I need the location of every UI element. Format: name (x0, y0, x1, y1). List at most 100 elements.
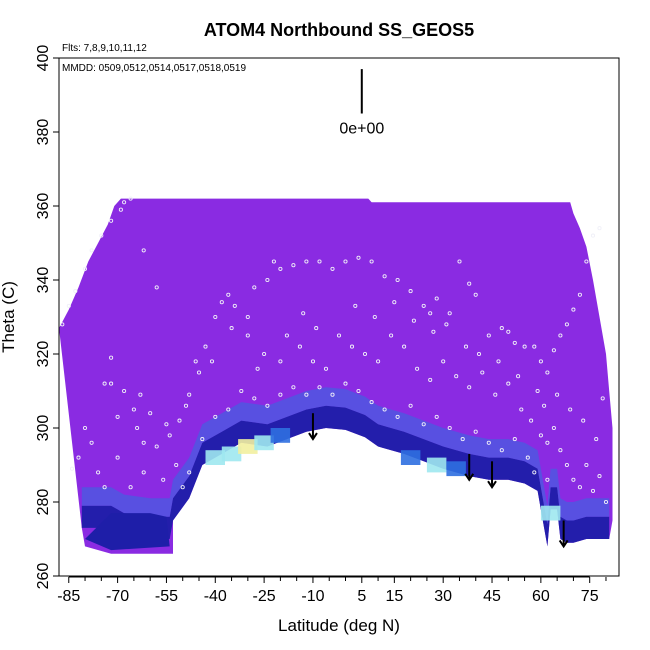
data-marker-113 (187, 470, 192, 475)
data-marker-101 (577, 485, 582, 490)
data-marker-158 (542, 403, 547, 408)
data-marker-100 (571, 477, 576, 482)
data-marker-111 (174, 462, 179, 468)
x-tick-label-8: 30 (434, 588, 452, 605)
data-marker-45 (408, 289, 413, 294)
data-marker-114 (200, 437, 205, 442)
y-tick-label-5: 360 (35, 193, 52, 220)
arrow-0 (308, 413, 318, 441)
arrow-head (464, 473, 475, 482)
data-marker-146 (314, 326, 319, 331)
data-marker-120 (278, 392, 283, 397)
data-marker-54 (499, 326, 504, 331)
data-marker-106 (109, 381, 114, 386)
x-axis-label: Latitude (deg N) (278, 616, 400, 635)
data-marker-169 (115, 455, 120, 460)
gradient-cell-4 (270, 428, 291, 443)
y-tick-label-2: 300 (35, 415, 52, 442)
data-marker-122 (304, 392, 309, 397)
gradient-cell-7 (446, 461, 466, 477)
data-marker-26 (203, 344, 208, 349)
data-marker-150 (411, 318, 416, 323)
data-marker-37 (304, 259, 309, 264)
data-marker-49 (447, 311, 452, 316)
data-marker-75 (284, 333, 289, 338)
data-marker-31 (245, 314, 250, 320)
data-marker-36 (291, 263, 296, 268)
data-marker-23 (183, 403, 189, 408)
data-marker-97 (551, 425, 556, 431)
data-marker-42 (369, 259, 374, 264)
data-marker-17 (138, 392, 143, 397)
gradient-cell-6 (426, 457, 447, 473)
data-marker-137 (499, 448, 504, 453)
data-marker-109 (141, 440, 146, 445)
data-marker-3 (82, 266, 88, 271)
data-marker-138 (512, 437, 517, 442)
data-marker-89 (467, 385, 472, 390)
data-marker-165 (141, 470, 146, 475)
data-marker-27 (213, 314, 218, 320)
y-axis-label: Theta (C) (0, 281, 18, 353)
data-marker-55 (506, 329, 511, 334)
y-tick-label-7: 400 (35, 45, 52, 72)
data-marker-128 (382, 407, 387, 412)
data-marker-149 (392, 300, 397, 305)
data-marker-24 (187, 392, 192, 397)
x-tick-label-5: -10 (301, 588, 324, 605)
data-marker-145 (301, 311, 306, 316)
data-marker-151 (431, 329, 436, 334)
data-marker-129 (395, 414, 400, 419)
flights-note: Flts: 7,8,9,10,11,12 (62, 43, 147, 54)
data-marker-65 (577, 292, 582, 297)
data-marker-30 (232, 303, 237, 308)
data-marker-48 (434, 296, 439, 301)
data-marker-60 (545, 370, 550, 375)
data-marker-11 (102, 381, 107, 386)
gradient-cell-0 (205, 450, 225, 465)
arrow-3 (558, 520, 569, 549)
x-tick-label-1: -70 (106, 588, 129, 605)
gradient-cell-2 (238, 439, 258, 454)
data-marker-32 (252, 285, 257, 290)
data-marker-110 (154, 444, 159, 449)
data-marker-7 (118, 207, 123, 212)
data-marker-95 (538, 433, 543, 438)
data-marker-85 (415, 366, 420, 371)
data-marker-159 (555, 392, 560, 397)
data-marker-98 (558, 448, 563, 453)
data-marker-152 (444, 322, 449, 327)
data-marker-160 (568, 407, 573, 412)
data-marker-99 (564, 462, 569, 468)
data-marker-53 (486, 333, 491, 338)
data-marker-21 (167, 433, 172, 438)
data-marker-124 (330, 392, 335, 397)
data-marker-154 (476, 351, 482, 357)
data-marker-88 (454, 374, 459, 379)
data-marker-73 (262, 351, 267, 357)
tropopause-band-fade (81, 387, 610, 525)
tropopause-band (81, 405, 610, 547)
data-marker-139 (525, 455, 530, 460)
data-marker-148 (372, 314, 377, 320)
data-marker-80 (349, 344, 355, 349)
data-marker-38 (317, 259, 322, 264)
data-marker-29 (226, 292, 231, 297)
data-marker-121 (291, 385, 296, 390)
data-marker-102 (584, 462, 589, 468)
lower-block-dark (85, 513, 170, 551)
data-marker-156 (516, 374, 521, 379)
data-marker-74 (278, 359, 283, 364)
data-marker-143 (209, 359, 215, 364)
gradient-cell-5 (400, 450, 421, 465)
data-marker-4 (89, 248, 94, 253)
chart-title: ATOM4 Northbound SS_GEOS5 (204, 20, 474, 40)
data-marker-56 (512, 340, 517, 345)
data-marker-19 (148, 411, 153, 416)
gradient-cell-8 (540, 505, 561, 521)
data-marker-76 (297, 344, 302, 349)
data-marker-72 (245, 333, 250, 338)
data-marker-93 (519, 407, 524, 412)
data-marker-83 (389, 333, 394, 338)
